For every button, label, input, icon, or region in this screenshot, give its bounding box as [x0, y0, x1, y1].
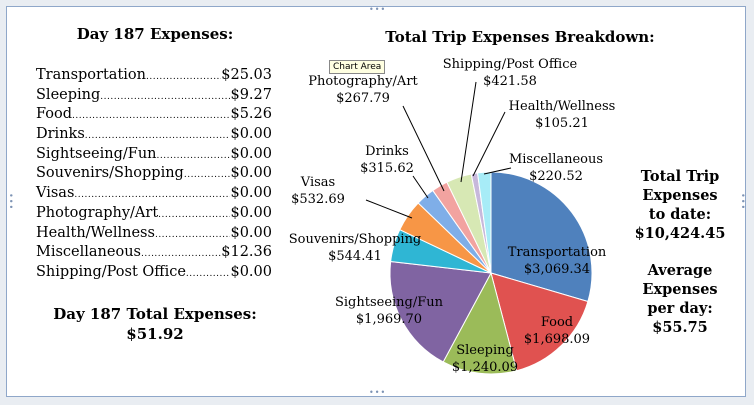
slice-label-name: Sleeping [456, 343, 514, 358]
pie-slice-transportation[interactable] [490, 171, 593, 303]
resize-handle-top[interactable]: ••• [369, 5, 387, 14]
slice-label-name: Souvenirs/Shopping [289, 232, 422, 247]
expense-amount: $0.00 [230, 224, 272, 241]
expense-row: Souvenirs/Shopping $0.00 [36, 165, 272, 185]
slice-label-name: Transportation [508, 245, 607, 260]
resize-handle-bottom[interactable]: ••• [369, 388, 387, 397]
total-trip-value: $10,424.45 [634, 225, 726, 242]
expense-row: Visas $0.00 [36, 185, 272, 205]
slice-label-name: Miscellaneous [509, 152, 603, 167]
slice-label-value: $315.62 [360, 161, 414, 176]
expense-row: Health/Wellness $0.00 [36, 225, 272, 245]
slice-label-value: $532.69 [291, 192, 345, 207]
day-total: Day 187 Total Expenses: $51.92 [40, 304, 270, 344]
expense-row: Transportation $25.03 [36, 67, 272, 87]
expense-label: Food [36, 106, 73, 123]
slice-label-value: $3,069.34 [524, 262, 590, 277]
leader-line [402, 105, 445, 192]
expense-label: Transportation [36, 67, 146, 83]
slice-label-name: Drinks [365, 144, 409, 159]
total-trip-label-1: Total Trip [640, 168, 720, 185]
expense-label: Visas [36, 185, 75, 202]
slice-label-name: Food [541, 315, 573, 330]
leader-line [412, 175, 429, 199]
leader-line [472, 111, 506, 177]
expense-row: Food $5.26 [36, 106, 272, 126]
total-trip-label-3: to date: [648, 206, 712, 223]
expense-amount: $0.00 [230, 145, 272, 162]
expense-amount: $12.36 [221, 244, 272, 261]
slice-label: Health/Wellness $105.21 [509, 99, 616, 131]
slice-label-name: Shipping/Post Office [443, 57, 578, 72]
day-expenses-title: Day 187 Expenses: [76, 25, 234, 43]
slice-label-value: $267.79 [336, 91, 390, 106]
expense-label: Sleeping [36, 86, 101, 103]
pie-slice-sightseeing-fun[interactable] [389, 260, 492, 363]
expense-amount: $0.00 [230, 185, 272, 202]
expense-amount: $0.00 [230, 126, 272, 143]
slice-label-value: $421.58 [483, 74, 537, 89]
chart-title: Total Trip Expenses Breakdown: [385, 28, 655, 46]
day-total-label: Day 187 Total Expenses: [53, 305, 257, 323]
average-block: Average Expenses per day: $55.75 [624, 261, 736, 337]
expense-row: Photography/Art $0.00 [36, 205, 272, 225]
slice-label: Drinks $315.62 [360, 144, 414, 176]
pie-slice-food[interactable] [490, 272, 589, 372]
leader-line [365, 199, 413, 219]
slice-label-value: $105.21 [535, 116, 589, 131]
slice-label: Sleeping $1,240.09 [452, 343, 518, 375]
expense-label: Drinks [36, 126, 85, 143]
slice-label: Souvenirs/Shopping $544.41 [289, 232, 422, 264]
slice-label-name: Sightseeing/Fun [335, 295, 444, 310]
expense-label: Souvenirs/Shopping [36, 165, 184, 182]
expense-label: Health/Wellness [36, 224, 155, 241]
expense-label: Sightseeing/Fun [36, 145, 157, 162]
expense-amount: $0.00 [230, 263, 272, 280]
slice-label: Photography/Art $267.79 [308, 74, 418, 106]
leader-line [483, 167, 512, 175]
expense-label: Shipping/Post Office [36, 263, 186, 280]
day-expenses-list: Transportation $25.03 Sleeping $9.27 Food $5.… [36, 67, 272, 284]
average-label-3: per day: [647, 300, 713, 317]
expense-row: Sleeping $9.27 [36, 87, 272, 107]
expense-label: Photography/Art [36, 204, 159, 221]
chart-area-tooltip: Chart Area [329, 60, 386, 74]
expense-amount: $5.26 [230, 106, 272, 123]
expense-amount: $0.00 [230, 165, 272, 182]
expense-row: Shipping/Post Office $0.00 [36, 264, 272, 284]
slice-label: Shipping/Post Office $421.58 [443, 57, 578, 89]
expense-row: Drinks $0.00 [36, 126, 272, 146]
expense-amount: $25.03 [221, 67, 272, 83]
expense-row: Miscellaneous $12.36 [36, 244, 272, 264]
slice-label-name: Health/Wellness [509, 99, 616, 114]
total-trip-label-2: Expenses [642, 187, 718, 204]
slice-label-value: $220.52 [529, 169, 583, 184]
slice-label: Sightseeing/Fun $1,969.70 [335, 295, 444, 327]
average-label-2: Expenses [642, 281, 718, 298]
expense-amount: $0.00 [230, 204, 272, 221]
slice-label: Transportation $3,069.34 [508, 245, 607, 277]
expense-label: Miscellaneous [36, 244, 141, 261]
slice-label-value: $1,240.09 [452, 360, 518, 375]
slice-label: Miscellaneous $220.52 [509, 152, 603, 184]
resize-handle-right[interactable]: ••• [738, 193, 747, 211]
expense-amount: $9.27 [230, 86, 272, 103]
average-value: $55.75 [652, 319, 708, 336]
side-stats: Total Trip Expenses to date: $10,424.45 … [624, 167, 736, 355]
day-total-value: $51.92 [126, 325, 184, 343]
slice-label-value: $1,698.09 [524, 332, 590, 347]
slice-label: Visas $532.69 [291, 175, 345, 207]
slice-label-name: Photography/Art [308, 74, 418, 89]
average-label-1: Average [647, 262, 713, 279]
slice-label-value: $544.41 [328, 249, 382, 264]
slice-label-value: $1,969.70 [356, 312, 422, 327]
slice-label-name: Visas [300, 175, 335, 190]
leader-line [460, 81, 477, 183]
slice-label: Food $1,698.09 [524, 315, 590, 347]
expense-row: Sightseeing/Fun $0.00 [36, 146, 272, 166]
resize-handle-left[interactable]: ••• [6, 193, 15, 211]
pie-slice-sleeping[interactable] [442, 271, 518, 375]
total-trip-block: Total Trip Expenses to date: $10,424.45 [624, 167, 736, 243]
